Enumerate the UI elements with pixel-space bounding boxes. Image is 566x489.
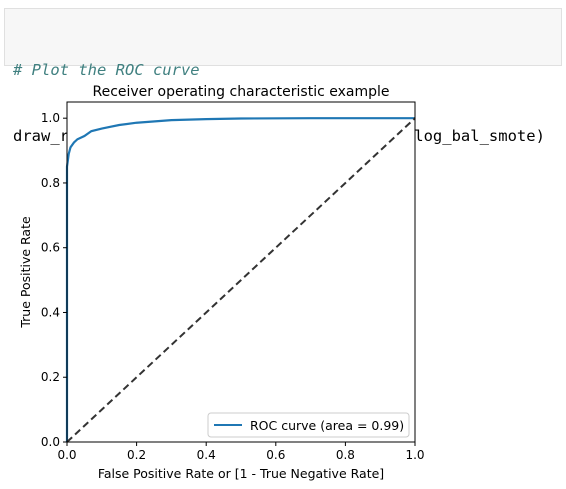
plot-frame bbox=[66, 101, 416, 443]
legend-label: ROC curve (area = 0.99) bbox=[250, 418, 404, 433]
x-tick-label: 0.6 bbox=[266, 448, 285, 462]
roc-curve-line bbox=[65, 117, 415, 442]
cell-output: Receiver operating characteristic exampl… bbox=[0, 72, 566, 489]
x-tick-label: 0.8 bbox=[336, 448, 355, 462]
code-cell[interactable]: # Plot the ROC curve draw_roc(y_train_sm… bbox=[4, 8, 562, 145]
y-tick-label: 0.2 bbox=[41, 370, 60, 384]
x-tick-label: 0.4 bbox=[197, 448, 216, 462]
legend: ROC curve (area = 0.99) bbox=[207, 412, 410, 438]
y-tick-label: 0.4 bbox=[41, 305, 60, 319]
series-layer bbox=[65, 117, 416, 443]
x-axis-label: False Positive Rate or [1 - True Negativ… bbox=[98, 466, 384, 481]
plot-area bbox=[67, 102, 415, 442]
y-axis-label: True Positive Rate bbox=[18, 216, 33, 329]
x-tick-label: 0.0 bbox=[57, 448, 76, 462]
chance-diagonal-line bbox=[66, 117, 416, 443]
y-tick-label: 1.0 bbox=[41, 111, 60, 125]
x-tick-label: 0.2 bbox=[127, 448, 146, 462]
legend-box bbox=[207, 412, 410, 438]
tick-layer: 0.0 0.2 0.4 0.6 0.8 1.0 0.0 0.2 0.4 0.6 0.8 1.0 bbox=[41, 111, 425, 462]
y-tick-label: 0.0 bbox=[41, 435, 60, 449]
chart-title: Receiver operating characteristic exampl… bbox=[92, 84, 389, 100]
code-comment: # Plot the ROC curve bbox=[13, 61, 200, 79]
x-tick-label: 1.0 bbox=[405, 448, 424, 462]
y-tick-label: 0.8 bbox=[41, 176, 60, 190]
roc-chart: Receiver operating characteristic exampl… bbox=[18, 84, 425, 481]
y-tick-label: 0.6 bbox=[41, 241, 60, 255]
